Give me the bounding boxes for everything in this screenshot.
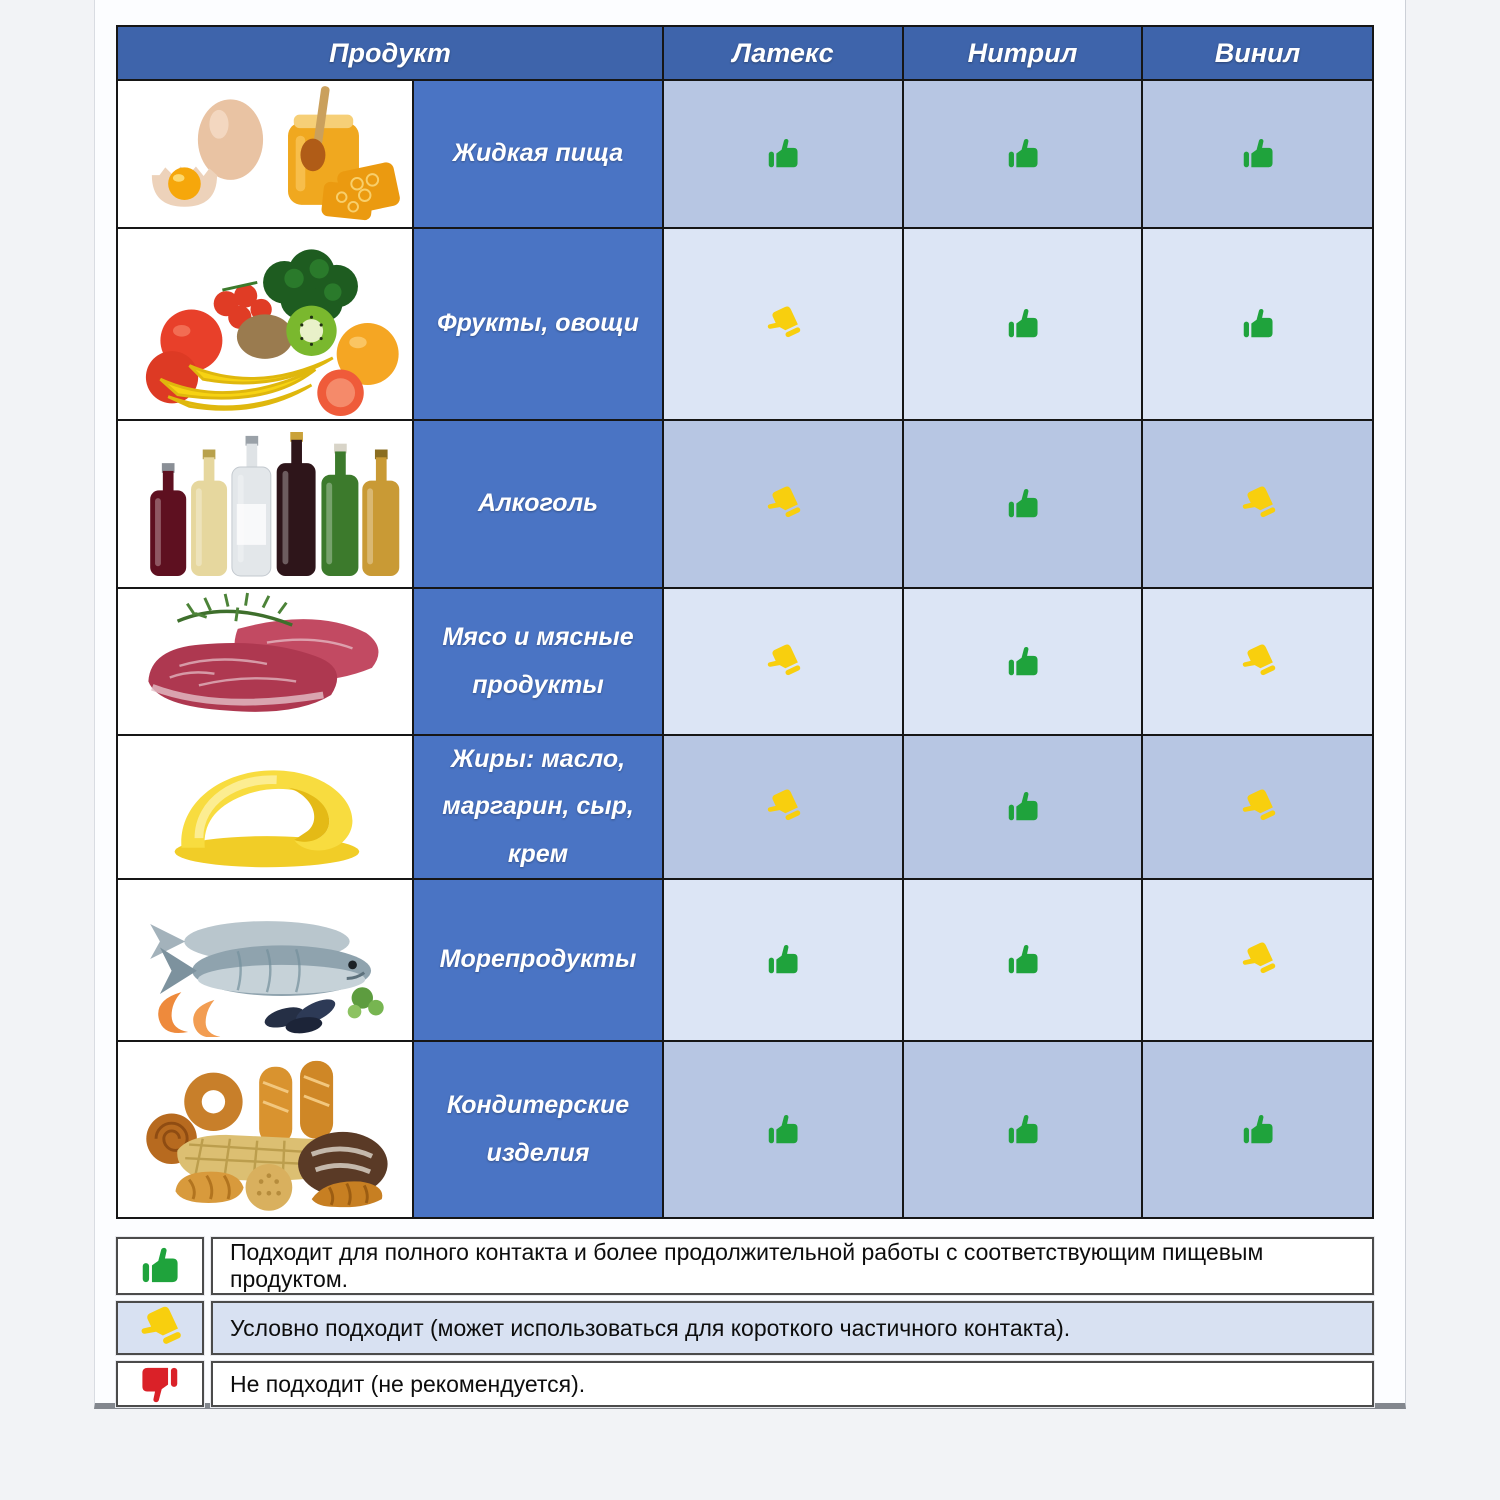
thumb-icon — [1004, 941, 1042, 979]
thumb-icon — [764, 135, 802, 173]
legend-row-conditional: Условно подходит (может использоваться д… — [116, 1301, 1374, 1355]
legend-row-not-suitable: Не подходит (не рекомендуется). — [116, 1361, 1374, 1407]
thumb-icon — [1232, 935, 1282, 985]
rating-nitrile — [904, 736, 1141, 878]
legend-text: Не подходит (не рекомендуется). — [211, 1361, 1374, 1407]
thumb-down-red-icon — [116, 1361, 204, 1407]
legend-text: Подходит для полного контакта и более пр… — [211, 1237, 1374, 1295]
thumb-icon — [137, 1243, 183, 1289]
thumb-icon — [1004, 1111, 1042, 1149]
thumb-icon — [1232, 636, 1282, 686]
column-header-latex: Латекс — [664, 27, 902, 79]
thumb-icon — [1004, 135, 1042, 173]
rating-nitrile — [904, 589, 1141, 734]
thumb-icon — [758, 636, 808, 686]
product-name: Жидкая пища — [414, 81, 662, 227]
product-name: Фрукты, овощи — [414, 229, 662, 419]
thumb-icon — [1232, 479, 1282, 529]
legend: Подходит для полного контакта и более пр… — [116, 1237, 1374, 1413]
rating-latex — [664, 1042, 902, 1217]
rating-vinyl — [1143, 421, 1372, 587]
thumb-icon — [764, 1111, 802, 1149]
fruits-vegetables-photo — [118, 229, 412, 419]
thumb-icon — [137, 1361, 183, 1407]
rating-vinyl — [1143, 589, 1372, 734]
column-header-vinyl: Винил — [1143, 27, 1372, 79]
thumb-icon — [1004, 485, 1042, 523]
thumb-tilted-yellow-icon — [116, 1301, 204, 1355]
rating-latex — [664, 880, 902, 1040]
rating-nitrile — [904, 81, 1141, 227]
rating-nitrile — [904, 880, 1141, 1040]
rating-latex — [664, 589, 902, 734]
thumb-icon — [1239, 1111, 1277, 1149]
legend-text: Условно подходит (может использоваться д… — [211, 1301, 1374, 1355]
thumb-icon — [1004, 643, 1042, 681]
rating-latex — [664, 736, 902, 878]
rating-nitrile — [904, 229, 1141, 419]
alcohol-bottles-photo — [118, 421, 412, 587]
seafood-photo — [118, 880, 412, 1040]
thumb-icon — [1232, 782, 1282, 832]
rating-vinyl — [1143, 1042, 1372, 1217]
thumb-icon — [1004, 788, 1042, 826]
product-name: Алкоголь — [414, 421, 662, 587]
rating-latex — [664, 81, 902, 227]
rating-nitrile — [904, 421, 1141, 587]
rating-latex — [664, 421, 902, 587]
thumb-icon — [1239, 305, 1277, 343]
column-header-nitrile: Нитрил — [904, 27, 1141, 79]
raw-meat-photo — [118, 589, 412, 734]
column-header-product: Продукт — [118, 27, 662, 79]
thumb-icon — [764, 941, 802, 979]
thumb-icon — [758, 299, 808, 349]
product-name: Морепродукты — [414, 880, 662, 1040]
thumb-icon — [1004, 305, 1042, 343]
product-name: Кондитерские изделия — [414, 1042, 662, 1217]
content-panel: Продукт Латекс Нитрил Винил — [94, 0, 1406, 1409]
rating-vinyl — [1143, 880, 1372, 1040]
thumb-icon — [758, 782, 808, 832]
thumb-up-green-icon — [116, 1237, 204, 1295]
thumb-icon — [758, 479, 808, 529]
product-name: Мясо и мясные продукты — [414, 589, 662, 734]
bakery-photo — [118, 1042, 412, 1217]
legend-row-suitable: Подходит для полного контакта и более пр… — [116, 1237, 1374, 1295]
product-name: Жиры: масло, маргарин, сыр, крем — [414, 736, 662, 878]
butter-curl-photo — [118, 736, 412, 878]
rating-vinyl — [1143, 81, 1372, 227]
rating-vinyl — [1143, 736, 1372, 878]
rating-nitrile — [904, 1042, 1141, 1217]
thumb-icon — [1239, 135, 1277, 173]
thumb-icon — [129, 1297, 190, 1358]
rating-vinyl — [1143, 229, 1372, 419]
eggs-honey-photo — [118, 81, 412, 227]
rating-latex — [664, 229, 902, 419]
glove-food-compatibility-table: Продукт Латекс Нитрил Винил — [116, 25, 1374, 1219]
